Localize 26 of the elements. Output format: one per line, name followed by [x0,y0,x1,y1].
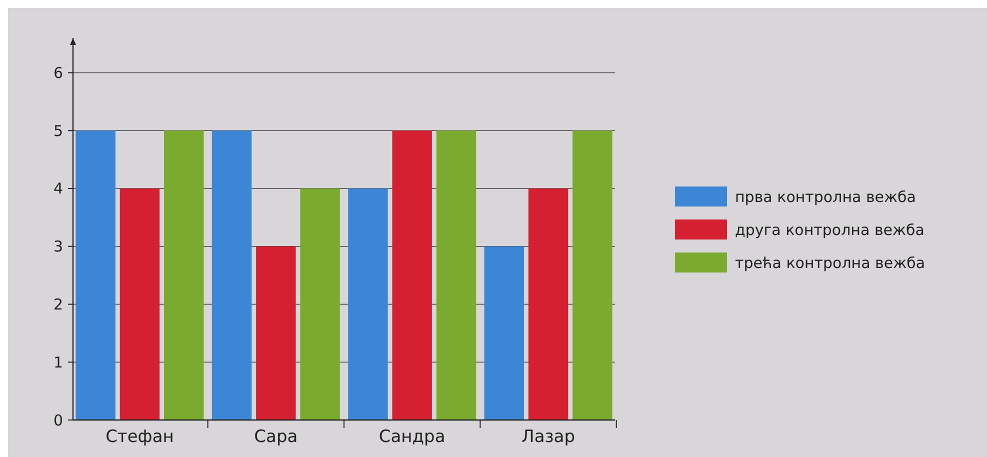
bar [436,130,476,420]
bar [348,188,388,420]
legend-label: трећа контролна вежба [735,254,926,272]
bar [256,246,296,420]
bar [484,246,524,420]
x-tick-label: Лазар [522,427,575,447]
y-tick-label: 0 [53,411,63,430]
y-tick-label: 2 [53,295,63,314]
y-tick-label: 6 [53,64,63,82]
y-tick-label: 1 [53,353,63,372]
bar [300,188,340,420]
x-tick-label: Сара [254,427,298,447]
bar [392,130,432,420]
bar [164,130,204,420]
x-tick-label: Сандра [378,427,446,447]
bar [76,130,116,420]
bar [572,130,612,420]
y-tick-label: 5 [53,122,63,140]
bar [212,130,252,420]
bar [528,188,568,420]
legend-label: прва контролна вежба [735,188,916,206]
bar [120,188,160,420]
legend-label: друга контролна вежба [735,220,924,239]
y-tick-label: 4 [53,180,63,198]
y-tick-label: 3 [53,238,63,256]
x-tick-label: Стефан [106,427,174,447]
